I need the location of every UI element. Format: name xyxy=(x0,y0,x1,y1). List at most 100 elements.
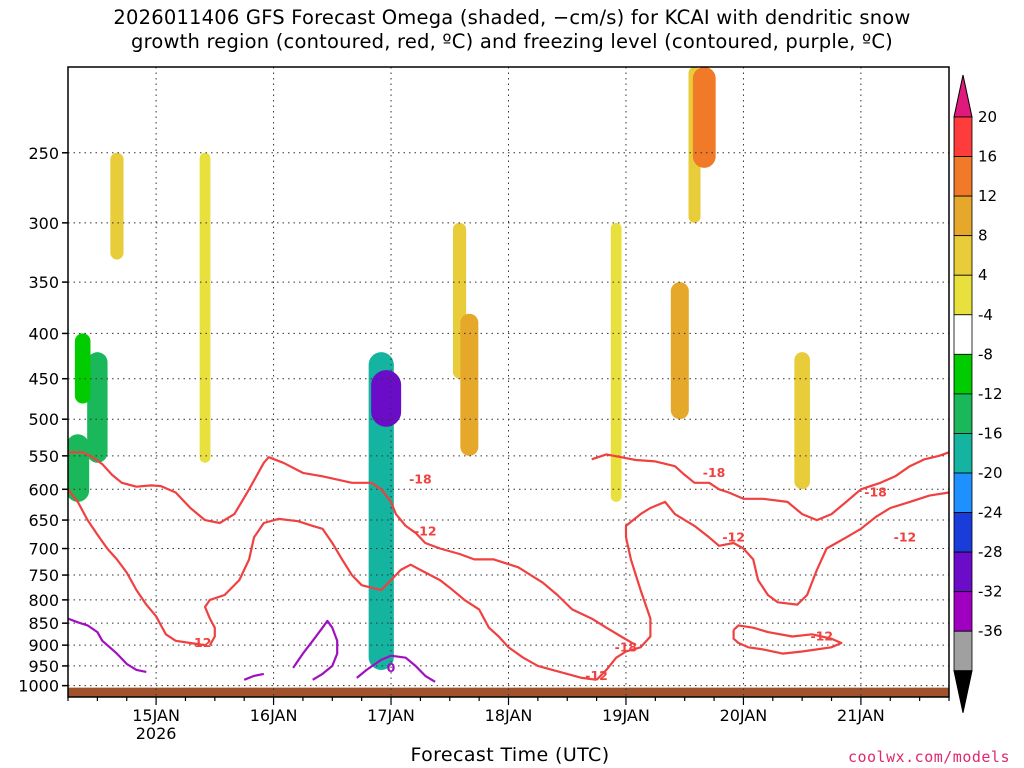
x-tick-label: 18JAN xyxy=(485,706,533,725)
terrain-surface xyxy=(68,687,949,697)
dgz-contour-label: -12 xyxy=(722,529,745,544)
colorbar-swatch xyxy=(953,353,973,395)
x-tick-sublabel: 2026 xyxy=(136,724,177,743)
dgz-contour-line xyxy=(591,451,949,522)
y-tick-label: 950 xyxy=(28,657,59,676)
omega-region xyxy=(159,67,173,168)
dgz-contour-label: -18 xyxy=(615,639,638,654)
x-tick-label: 20JAN xyxy=(720,706,768,725)
dgz-contour-line xyxy=(68,451,637,647)
dgz-contour-line xyxy=(595,491,949,681)
freezing-contours xyxy=(68,617,436,683)
omega-region xyxy=(110,152,124,260)
omega-region xyxy=(859,67,872,223)
dgz-contour-label: -12 xyxy=(894,529,917,544)
omega-region xyxy=(794,352,810,490)
colorbar-swatch xyxy=(953,393,973,434)
omega-region xyxy=(199,152,211,463)
omega-region xyxy=(368,352,394,670)
dgz-contour-line xyxy=(203,517,597,681)
colorbar-swatch xyxy=(953,630,973,672)
y-tick-label: 700 xyxy=(28,540,59,559)
colorbar-label: 4 xyxy=(978,266,988,284)
y-tick-label: 900 xyxy=(28,636,59,655)
dgz-contour-label: -12 xyxy=(585,668,608,683)
y-tick-label: 450 xyxy=(28,370,59,389)
colorbar-label: -20 xyxy=(978,464,1003,482)
dgz-contour-line xyxy=(68,488,206,647)
colorbar-swatch xyxy=(953,314,973,355)
colorbar-label: -36 xyxy=(978,622,1003,640)
omega-region xyxy=(87,352,108,463)
omega-region xyxy=(355,333,369,666)
y-tick-label: 400 xyxy=(28,324,59,343)
y-tick-label: 500 xyxy=(28,410,59,429)
colorbar-swatch xyxy=(953,433,973,474)
omega-shading xyxy=(68,67,937,670)
colorbar-swatch xyxy=(953,195,973,237)
y-tick-label: 850 xyxy=(28,614,59,633)
colorbar-swatch xyxy=(953,274,973,316)
y-axis: 250 300 350 400 450 500 550 600 650 700 750 800 850 9… xyxy=(18,144,68,696)
dgz-contour-label: -18 xyxy=(703,465,726,480)
omega-region xyxy=(460,313,479,456)
omega-region xyxy=(610,222,622,502)
colorbar-swatch xyxy=(953,472,973,513)
colorbar-swatch xyxy=(953,512,973,553)
credit-link[interactable]: coolwx.com/models xyxy=(847,748,1010,766)
x-tick-label: 15JAN xyxy=(132,706,180,725)
dgz-contour-label: -18 xyxy=(409,472,432,487)
colorbar: 20 16 12 8 4 -4 -8 -12 -16 -20 -24 -28 -32 -36 xyxy=(953,74,1003,713)
omega-region xyxy=(74,333,91,404)
omega-region xyxy=(68,434,90,502)
y-tick-label: 350 xyxy=(28,273,59,292)
chart-title: 2026011406 GFS Forecast Omega (shaded, −… xyxy=(113,6,911,53)
colorbar-swatch xyxy=(953,116,973,157)
omega-region xyxy=(371,370,402,427)
colorbar-label: -24 xyxy=(978,504,1003,522)
y-tick-label: 550 xyxy=(28,447,59,466)
colorbar-top-arrow xyxy=(953,74,973,118)
y-tick-label: 600 xyxy=(28,480,59,499)
colorbar-label: -16 xyxy=(978,424,1003,442)
terrain xyxy=(68,687,949,697)
colorbar-label: -32 xyxy=(978,583,1003,601)
omega-region xyxy=(922,548,937,628)
x-tick-label: 19JAN xyxy=(602,706,650,725)
colorbar-label: -12 xyxy=(978,385,1003,403)
colorbar-label: 20 xyxy=(978,108,997,126)
dgz-contours xyxy=(68,451,949,681)
dgz-contour-label: -12 xyxy=(414,524,437,539)
omega-region xyxy=(306,455,320,624)
dgz-contour-label: -12 xyxy=(810,629,833,644)
colorbar-bottom-arrow xyxy=(953,670,973,713)
omega-region xyxy=(670,282,689,420)
freezing-contour-line xyxy=(356,654,436,683)
y-tick-label: 250 xyxy=(28,144,59,163)
grid xyxy=(68,67,949,697)
y-tick-label: 750 xyxy=(28,566,59,585)
y-tick-label: 650 xyxy=(28,511,59,530)
freezing-contour-label: 0 xyxy=(387,660,396,675)
colorbar-label: -8 xyxy=(978,345,993,363)
x-tick-label: 17JAN xyxy=(367,706,415,725)
colorbar-label: 16 xyxy=(978,148,997,166)
omega-region xyxy=(796,67,809,168)
dgz-contour-label: -12 xyxy=(189,635,212,650)
y-tick-label: 1000 xyxy=(18,677,59,696)
colorbar-label: 12 xyxy=(978,187,997,205)
colorbar-swatch xyxy=(953,591,973,632)
colorbar-label: -28 xyxy=(978,543,1003,561)
colorbar-label: 8 xyxy=(978,227,988,245)
colorbar-swatch xyxy=(953,156,973,197)
x-axis-label: Forecast Time (UTC) xyxy=(410,744,610,766)
x-tick-label: 21JAN xyxy=(837,706,885,725)
contour-labels: -18 -12 -12 -18 -12 -18 -12 -12 -18 -12 0 xyxy=(189,465,916,683)
colorbar-swatch xyxy=(953,551,973,593)
x-tick-label: 16JAN xyxy=(250,706,298,725)
omega-region xyxy=(692,67,716,168)
freezing-contour-line xyxy=(68,617,147,673)
colorbar-swatch xyxy=(953,235,973,276)
